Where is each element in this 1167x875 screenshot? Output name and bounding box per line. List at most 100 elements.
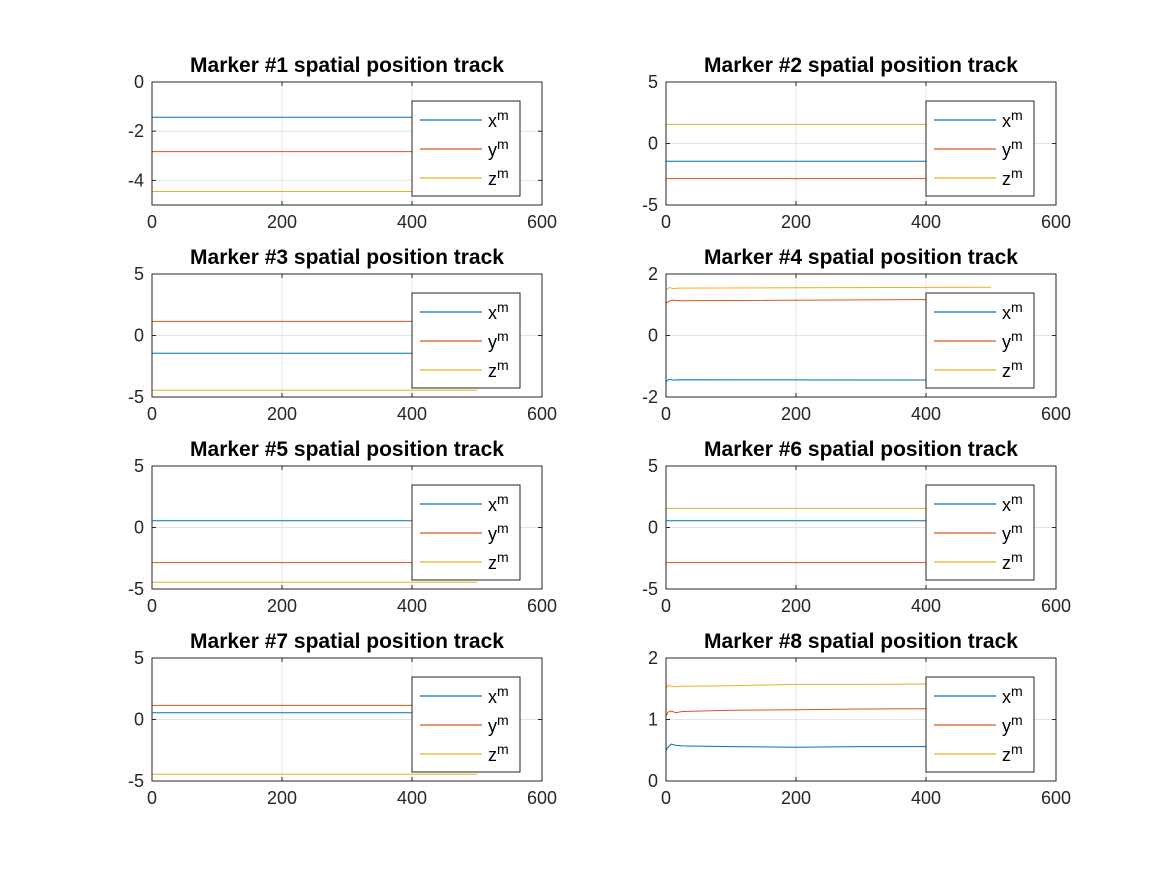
legend-label-y: ym [1002, 136, 1023, 160]
legend-label-y: ym [1002, 712, 1023, 736]
series-line-z [665, 683, 992, 690]
legend: xm ym zm [411, 676, 521, 773]
y-tick-label: 5 [648, 72, 658, 92]
legend-label-y: ym [488, 712, 509, 736]
chart-title: Marker #6 spatial position track [704, 438, 1018, 461]
legend: xm ym zm [411, 292, 521, 389]
y-tick-label: 5 [134, 456, 144, 476]
legend: xm ym zm [925, 484, 1035, 581]
x-tick-label: 0 [661, 788, 671, 808]
x-tick-label: 200 [781, 404, 811, 424]
y-tick-label: 0 [648, 518, 658, 538]
y-tick-label: 1 [648, 710, 658, 730]
legend-label-y: ym [488, 520, 509, 544]
legend: xm ym zm [925, 676, 1035, 773]
chart-title: Marker #4 spatial position track [704, 246, 1018, 269]
y-tick-label: -5 [642, 195, 658, 215]
series-line-z [665, 286, 992, 291]
y-tick-label: -5 [128, 579, 144, 599]
axes-box [151, 81, 543, 206]
y-tick-label: 2 [648, 264, 658, 284]
legend-label-y: ym [1002, 328, 1023, 352]
x-tick-label: 200 [781, 212, 811, 232]
legend-label-x: xm [488, 107, 509, 131]
legend-label-z: zm [488, 165, 509, 189]
x-tick-label: 400 [397, 404, 427, 424]
chart-title: Marker #8 spatial position track [704, 630, 1018, 653]
series-line-x [665, 378, 992, 383]
legend: xm ym zm [925, 292, 1035, 389]
chart-title: Marker #2 spatial position track [704, 54, 1018, 77]
y-tick-label: 5 [648, 456, 658, 476]
x-tick-label: 200 [267, 404, 297, 424]
legend-label-x: xm [1002, 107, 1023, 131]
x-tick-label: 600 [527, 788, 557, 808]
x-tick-label: 400 [911, 788, 941, 808]
x-tick-label: 600 [1041, 212, 1071, 232]
legend-label-z: zm [488, 549, 509, 573]
y-tick-label: -4 [128, 170, 144, 190]
legend: xm ym zm [925, 100, 1035, 197]
subplot-1: 0 200 400 600 0 -2 -4 Marker #1 spatial positio… [128, 54, 557, 232]
x-tick-label: 0 [147, 212, 157, 232]
x-tick-label: 0 [147, 788, 157, 808]
y-tick-label: 0 [134, 710, 144, 730]
y-tick-label: 0 [134, 518, 144, 538]
series-line-y [665, 298, 992, 304]
x-tick-label: 0 [147, 404, 157, 424]
x-tick-label: 400 [397, 212, 427, 232]
legend-label-y: ym [1002, 520, 1023, 544]
legend-label-z: zm [488, 357, 509, 381]
x-tick-label: 400 [397, 788, 427, 808]
legend-label-y: ym [488, 136, 509, 160]
x-tick-label: 0 [147, 596, 157, 616]
chart-title: Marker #5 spatial position track [190, 438, 504, 461]
y-tick-label: 5 [134, 648, 144, 668]
chart-title: Marker #1 spatial position track [190, 54, 504, 77]
y-tick-label: -5 [642, 579, 658, 599]
x-tick-label: 600 [527, 404, 557, 424]
x-tick-label: 200 [267, 212, 297, 232]
y-tick-label: 0 [134, 72, 144, 92]
legend-label-x: xm [1002, 299, 1023, 323]
series-line-y [665, 707, 992, 717]
chart-title: Marker #7 spatial position track [190, 630, 504, 653]
x-tick-label: 600 [527, 212, 557, 232]
legend-label-x: xm [488, 299, 509, 323]
y-tick-label: 2 [648, 648, 658, 668]
y-tick-label: -2 [128, 121, 144, 141]
y-tick-label: -2 [642, 387, 658, 407]
y-tick-label: -5 [128, 771, 144, 791]
y-tick-label: 0 [134, 326, 144, 346]
y-tick-label: -5 [128, 387, 144, 407]
x-tick-label: 600 [1041, 404, 1071, 424]
x-tick-label: 200 [267, 788, 297, 808]
legend-label-x: xm [1002, 683, 1023, 707]
legend-label-z: zm [488, 741, 509, 765]
legend-label-x: xm [488, 491, 509, 515]
x-tick-label: 400 [911, 404, 941, 424]
x-tick-label: 200 [781, 596, 811, 616]
x-tick-label: 200 [781, 788, 811, 808]
x-tick-label: 600 [1041, 596, 1071, 616]
legend: xm ym zm [411, 100, 521, 197]
legend-label-y: ym [488, 328, 509, 352]
y-tick-label: 5 [134, 264, 144, 284]
legend-label-z: zm [1002, 549, 1023, 573]
legend-label-z: zm [1002, 165, 1023, 189]
x-tick-label: 600 [1041, 788, 1071, 808]
x-tick-label: 200 [267, 596, 297, 616]
x-tick-label: 0 [661, 404, 671, 424]
x-tick-label: 400 [397, 596, 427, 616]
legend-label-x: xm [488, 683, 509, 707]
x-tick-label: 400 [911, 212, 941, 232]
x-tick-label: 400 [911, 596, 941, 616]
y-tick-label: 0 [648, 134, 658, 154]
legend: xm ym zm [411, 484, 521, 581]
